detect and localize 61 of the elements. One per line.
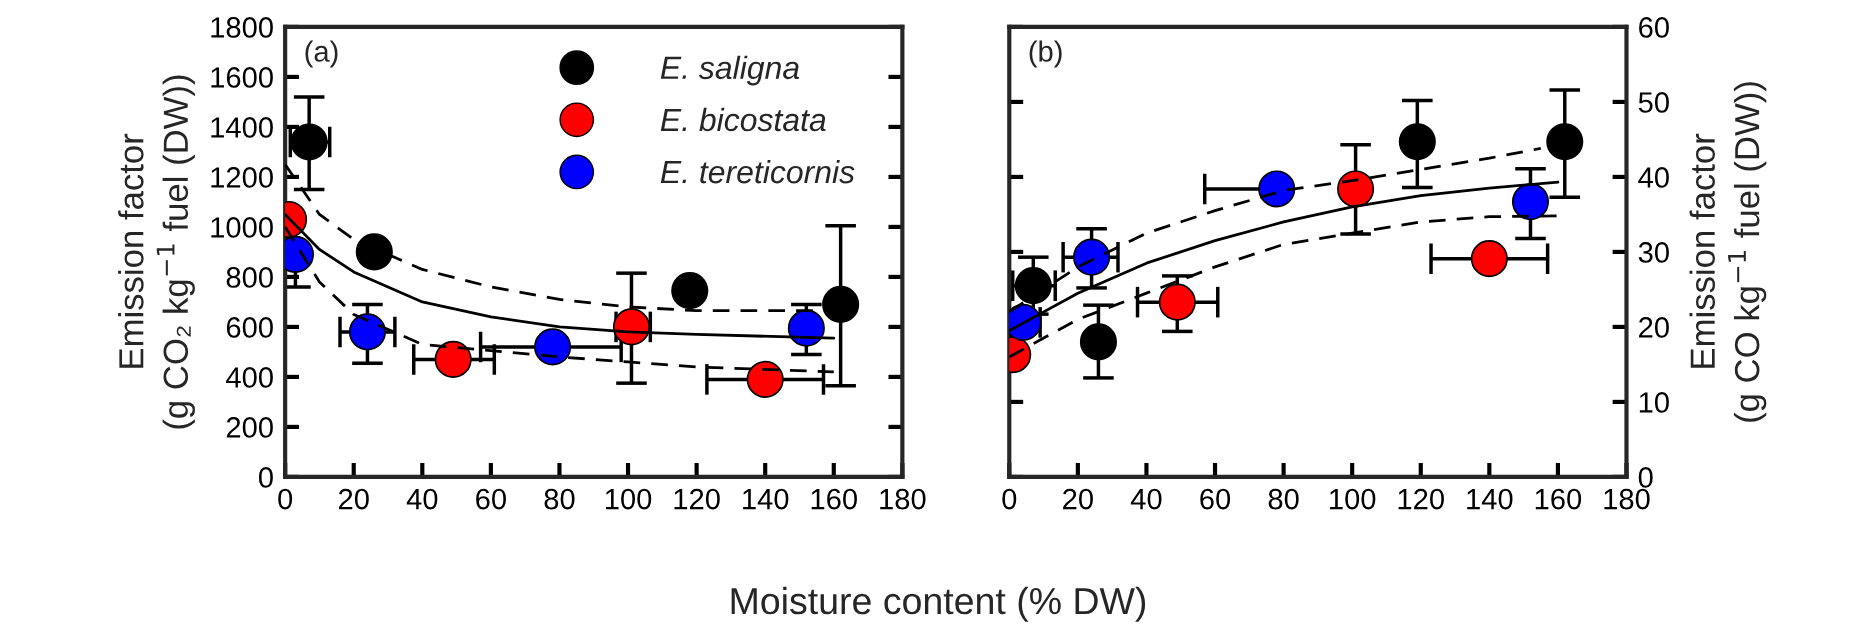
legend-label: E. bicostata — [660, 107, 826, 132]
x-tick-label: 140 — [1467, 488, 1513, 510]
x-tick-label: 0 — [278, 488, 293, 510]
y2-tick-label: 20 — [1639, 317, 1669, 338]
point — [1337, 170, 1375, 208]
y-tick-label: 200 — [226, 417, 273, 438]
x-tick-label: 160 — [811, 488, 857, 510]
y2-tick-label: 30 — [1638, 242, 1669, 263]
x-tick-label: 100 — [605, 488, 652, 510]
x-tick-label: 0 — [1002, 488, 1017, 510]
point — [1398, 123, 1436, 161]
point — [434, 340, 472, 378]
point — [1073, 238, 1111, 276]
y-tick-label: 1600 — [211, 67, 273, 88]
y-tick-label: 800 — [226, 267, 273, 288]
x-tick-label: 20 — [338, 488, 369, 510]
y-axis-title: Emission factor (g CO₂ kg$^{−1}$ fuel (DW)) — [118, 75, 195, 429]
point — [746, 360, 784, 398]
point — [534, 328, 572, 366]
point — [1511, 183, 1550, 221]
y-tick-label: 1000 — [211, 217, 273, 238]
x-tick-label: 120 — [674, 488, 720, 510]
y-tick-label: 1400 — [211, 117, 273, 138]
annotation: (a) — [305, 40, 338, 68]
y2-tick-label: 40 — [1638, 167, 1669, 188]
point — [822, 285, 860, 323]
legend-label: E. tereticornis — [660, 159, 855, 184]
x-tick-label: 180 — [1604, 488, 1650, 510]
x-tick-label: 80 — [544, 488, 575, 510]
annotation: (b) — [1029, 40, 1062, 68]
x-tick-label: 40 — [406, 488, 438, 510]
point — [1546, 123, 1584, 161]
y-tick-label: 600 — [226, 317, 273, 338]
y2-tick-label: 10 — [1639, 392, 1669, 413]
point — [348, 313, 386, 351]
x-tick-label: 140 — [743, 488, 789, 510]
x-tick-label: 120 — [1398, 488, 1444, 510]
y2-tick-label: 50 — [1638, 92, 1669, 113]
point — [1079, 323, 1117, 361]
y2-tick-label: 0 — [1638, 467, 1653, 488]
y-tick-label: 400 — [226, 367, 273, 388]
point — [1258, 170, 1296, 208]
point — [671, 272, 709, 310]
y-tick-label: 1200 — [211, 167, 273, 188]
point — [1158, 283, 1196, 321]
x-tick-label: 80 — [1268, 488, 1299, 510]
y2-axis-title: Emission factor (g CO kg$^{−1}$ fuel (DW)) — [1689, 82, 1767, 422]
x-tick-label: 180 — [880, 488, 926, 510]
point — [1470, 240, 1508, 278]
x-axis-title: Moisture content (% DW) — [731, 586, 1146, 622]
x-tick-label: 100 — [1330, 488, 1376, 510]
x-tick-label: 60 — [476, 488, 506, 510]
x-tick-label: 40 — [1130, 488, 1162, 510]
y-tick-label: 1800 — [211, 17, 273, 38]
x-tick-label: 60 — [1200, 488, 1231, 510]
x-tick-label: 20 — [1063, 488, 1093, 510]
y-tick-label: 0 — [258, 467, 273, 488]
y2-tick-label: 60 — [1639, 17, 1669, 38]
point — [355, 233, 393, 271]
x-tick-label: 160 — [1535, 488, 1582, 510]
legend-label: E. saligna — [660, 55, 800, 86]
